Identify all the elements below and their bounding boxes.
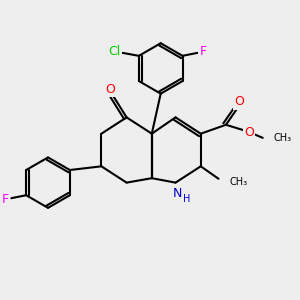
Text: F: F	[1, 193, 8, 206]
Text: O: O	[105, 83, 115, 96]
Text: CH₃: CH₃	[230, 177, 248, 187]
Text: N: N	[172, 187, 182, 200]
Text: Cl: Cl	[108, 45, 120, 58]
Text: O: O	[234, 95, 244, 109]
Text: CH₃: CH₃	[274, 133, 292, 143]
Text: O: O	[244, 126, 254, 139]
Text: H: H	[183, 194, 190, 204]
Text: F: F	[200, 45, 207, 58]
